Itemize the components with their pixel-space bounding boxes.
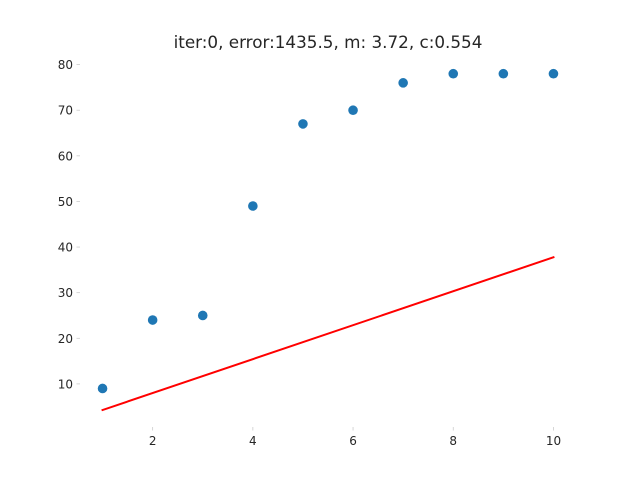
data-point [348,105,358,116]
y-axis: 10 20 30 40 50 60 70 80 [58,58,80,391]
x-axis: 2 4 6 8 10 [149,427,561,448]
y-tick-label: 50 [58,195,73,209]
data-point [97,383,108,394]
data-point [548,68,559,79]
x-tick-label: 2 [149,434,157,448]
x-tick-label: 8 [449,434,457,448]
data-point [398,78,408,88]
data-point [197,310,208,321]
y-tick-label: 40 [58,241,73,255]
data-point [248,201,258,211]
data-point [147,315,158,325]
data-point [498,68,509,79]
x-tick-label: 4 [249,434,257,448]
x-tick-label: 6 [349,434,357,448]
data-point [298,119,308,129]
y-tick-label: 80 [58,58,73,72]
y-tick-label: 20 [58,332,73,346]
data-point [448,68,459,79]
chart-title: iter:0, error:1435.5, m: 3.72, c:0.554 [174,32,483,52]
y-tick-label: 70 [58,104,73,118]
data-points [97,68,559,394]
y-tick-label: 30 [58,286,73,300]
fit-line-layer [101,256,555,412]
y-tick-label: 60 [58,149,73,163]
x-tick-label: 10 [546,434,561,448]
y-tick-label: 10 [58,377,73,391]
fit-line [101,256,555,412]
